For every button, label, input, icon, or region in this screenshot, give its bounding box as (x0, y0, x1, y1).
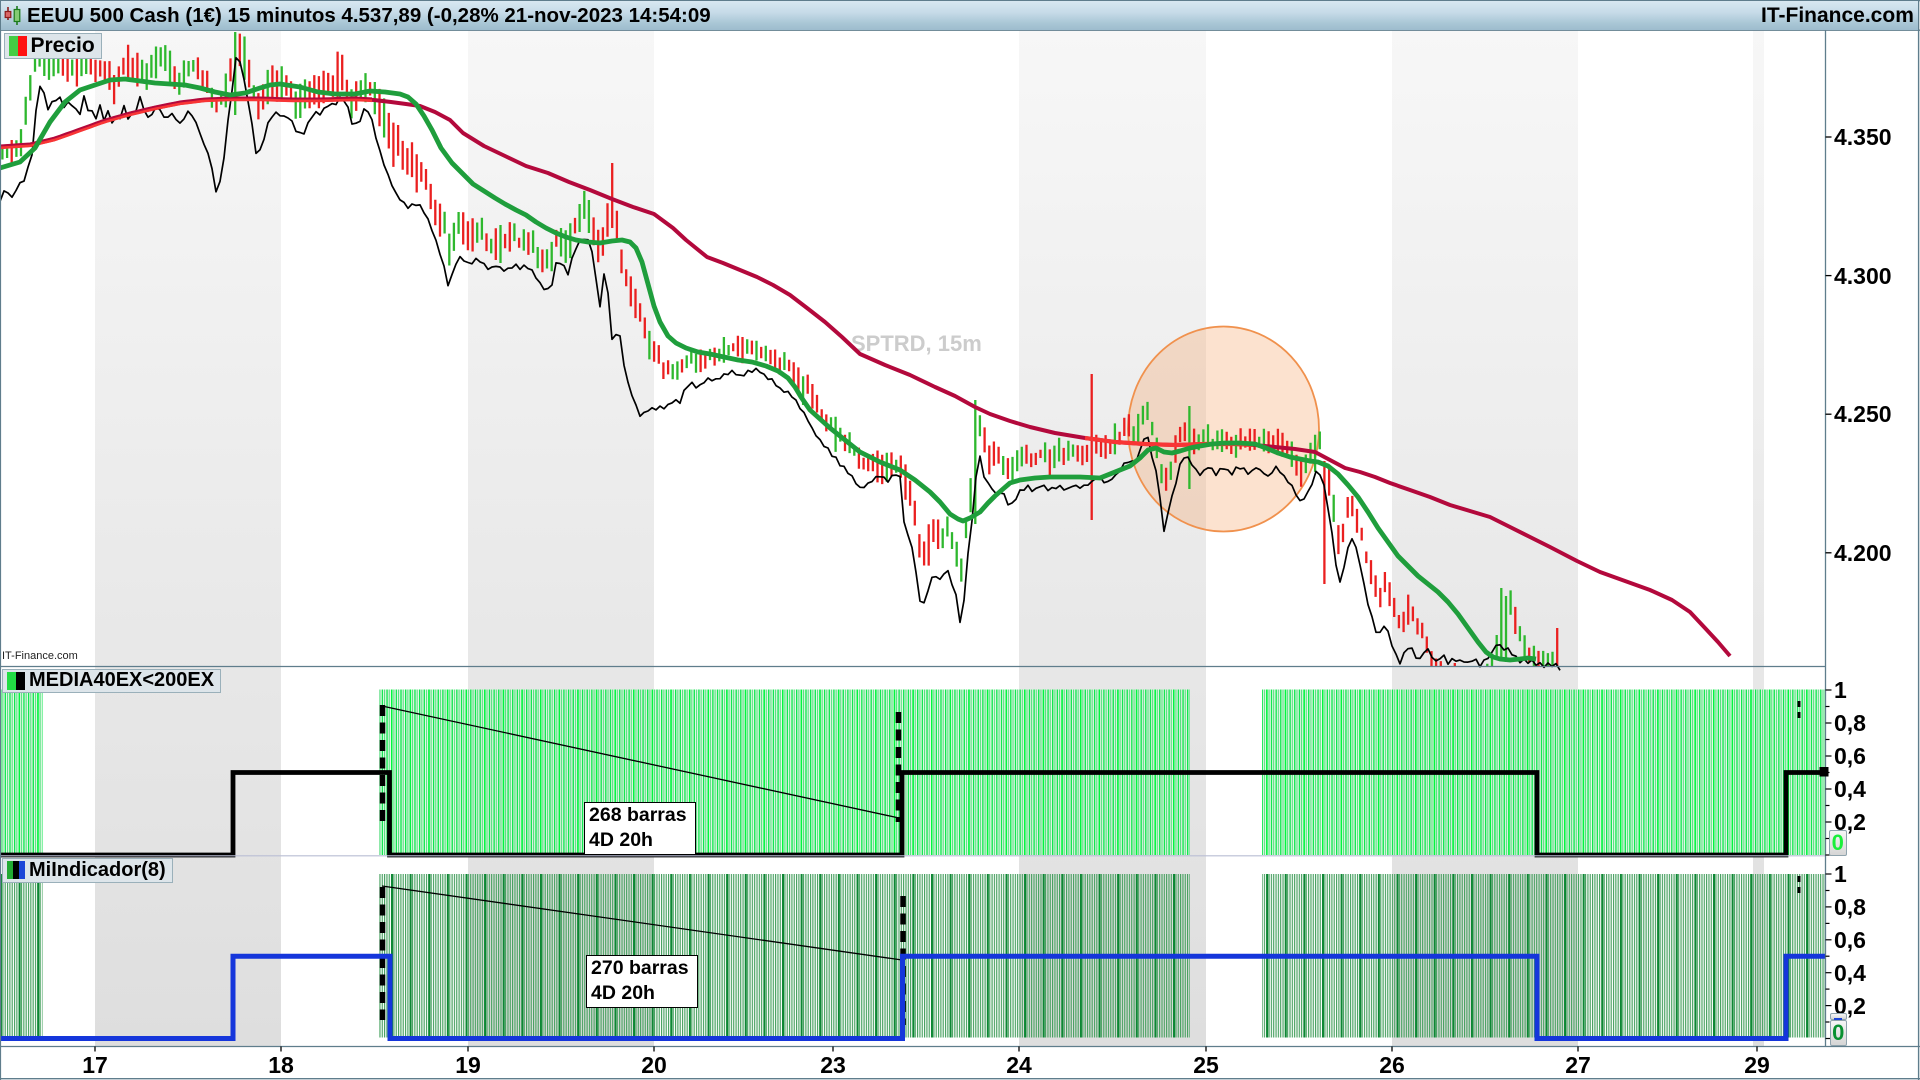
svg-text:SPTRD, 15m: SPTRD, 15m (851, 331, 982, 356)
